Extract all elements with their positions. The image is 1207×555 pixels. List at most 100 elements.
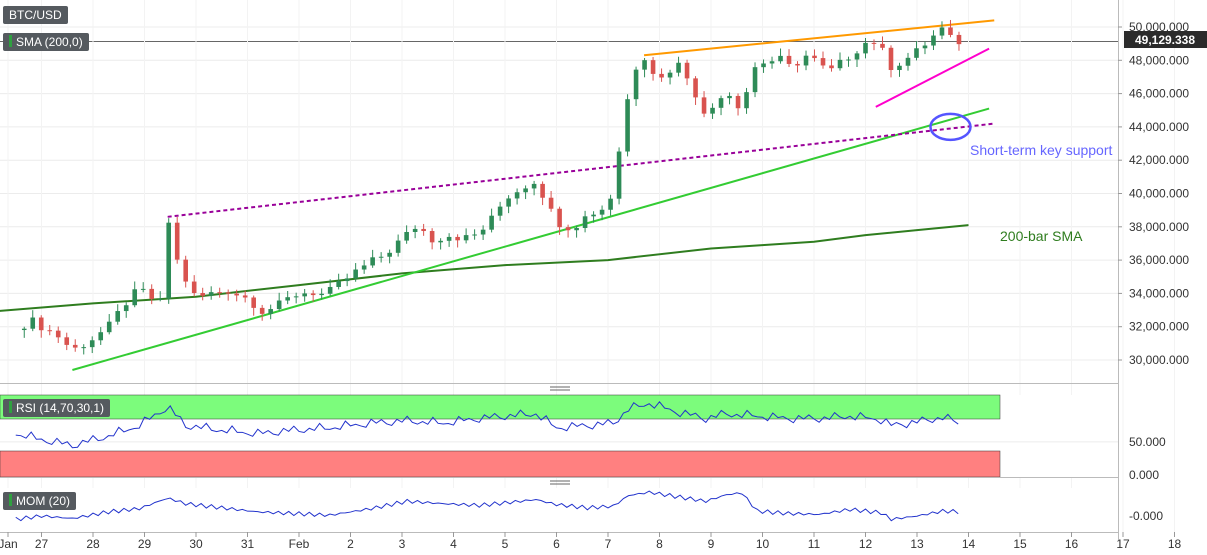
candle (89, 336, 95, 354)
candle (548, 191, 554, 212)
candle (778, 48, 783, 64)
candle (829, 59, 834, 72)
candle (931, 30, 936, 51)
date-tick-label: 30 (189, 537, 203, 551)
candle (684, 59, 690, 86)
candle (769, 56, 775, 69)
candle (336, 273, 341, 290)
candle (939, 21, 945, 40)
candle (480, 225, 486, 240)
candle (633, 66, 639, 107)
candle (157, 291, 163, 302)
price-tick-label: 42,000.000 (1129, 153, 1189, 167)
date-tick-label: 16 (1065, 537, 1079, 551)
candle (285, 290, 290, 305)
pane-resize-handle-2[interactable] (550, 480, 570, 485)
date-tick-label: 12 (859, 537, 873, 551)
rsi-indicator-label[interactable]: RSI (14,70,30,1) (3, 399, 111, 417)
candle (81, 344, 87, 355)
candle (446, 233, 452, 247)
candle (812, 49, 817, 62)
mom-tick-label: 0.000 (1129, 468, 1159, 482)
candle (370, 249, 375, 268)
candle (956, 31, 962, 51)
candle (208, 286, 214, 300)
rsi-overbought-zone (0, 394, 1001, 420)
pane-resize-handle[interactable] (550, 386, 570, 391)
candle (905, 52, 911, 71)
candle (761, 59, 766, 73)
candle (744, 87, 749, 114)
candle (234, 289, 239, 302)
rsi-axis: 50.000 (1129, 435, 1166, 449)
mom-pane[interactable] (0, 488, 1118, 532)
date-tick-label: 17 (1116, 537, 1130, 551)
price-axis[interactable]: 50,000.000 48,000.000 46,000.000 44,000.000… (1118, 20, 1189, 367)
date-tick-label: 14 (962, 537, 976, 551)
candle (166, 218, 172, 304)
current-price-tag: 49,129.338 (1124, 31, 1207, 48)
candle (531, 180, 537, 196)
candle (38, 315, 44, 338)
resistance-dotted-line (167, 122, 995, 218)
candle (72, 339, 78, 352)
symbol-label[interactable]: BTC/USD (3, 6, 68, 24)
candle (140, 282, 146, 293)
candle (582, 210, 588, 233)
candle (225, 289, 231, 301)
support-trendline (72, 107, 990, 371)
price-tick-label: 48,000.000 (1129, 53, 1189, 67)
mom-axis: 0.000 -0.000 (1129, 468, 1163, 523)
mom-indicator-label[interactable]: MOM (20) (3, 492, 76, 510)
candle (854, 51, 860, 67)
candle (574, 225, 579, 238)
sma-indicator-label[interactable]: SMA (200,0) (3, 33, 89, 51)
date-tick-label: 27 (35, 537, 49, 551)
candle (846, 56, 851, 67)
rsi-tick-label: 50.000 (1129, 435, 1166, 449)
candle (922, 41, 928, 55)
candle (897, 62, 902, 77)
rsi-oversold-zone (0, 450, 1001, 478)
support-annotation: Short-term key support (970, 142, 1112, 158)
candle (863, 38, 868, 59)
support-circle (929, 112, 972, 142)
candle (701, 91, 707, 118)
candle (259, 304, 265, 321)
candle (98, 327, 104, 345)
candle (625, 94, 630, 157)
candle (914, 41, 919, 61)
mom-line (15, 490, 959, 522)
date-tick-label: 6 (553, 537, 560, 551)
rsi-pane[interactable] (0, 394, 1118, 478)
candle (302, 288, 307, 302)
price-tick-label: 38,000.000 (1129, 220, 1189, 234)
date-tick-label: Jan (0, 537, 18, 551)
candle (344, 273, 350, 287)
candle (718, 95, 724, 116)
candle (463, 228, 469, 244)
price-tick-label: 44,000.000 (1129, 120, 1189, 134)
date-tick-label: 7 (605, 537, 612, 551)
upper-channel-line (643, 19, 995, 57)
candle (64, 332, 70, 351)
candle (710, 103, 715, 119)
candle (837, 52, 843, 71)
candle (795, 61, 800, 73)
price-tick-label: 34,000.000 (1129, 286, 1189, 300)
candle (429, 228, 435, 250)
date-tick-label: 31 (241, 537, 255, 551)
date-tick-label: 29 (138, 537, 152, 551)
sma-200-line (0, 224, 969, 312)
candle (21, 326, 27, 338)
candle (327, 279, 333, 296)
candle (242, 290, 248, 303)
candle (727, 92, 732, 105)
candle (642, 57, 647, 78)
price-tick-label: 40,000.000 (1129, 187, 1189, 201)
candle (880, 36, 885, 51)
date-tick-label: 15 (1013, 537, 1027, 551)
candle (412, 225, 418, 239)
date-tick-label: 28 (86, 537, 100, 551)
candle (310, 290, 316, 302)
